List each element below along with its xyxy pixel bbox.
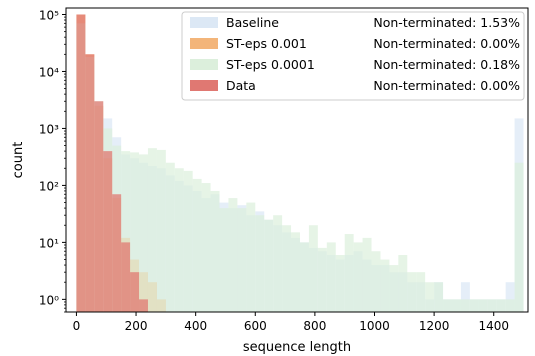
bar-st-eps-0-0001 [192, 178, 202, 312]
legend-swatch [190, 59, 218, 70]
bar-st-eps-0-0001 [130, 152, 140, 312]
bar-st-eps-0-0001 [380, 259, 390, 312]
bar-data [103, 151, 113, 312]
bar-st-eps-0-0001 [210, 190, 220, 312]
y-tick-label: 10⁰ [39, 293, 59, 307]
y-tick-label: 10² [39, 179, 59, 193]
bar-st-eps-0-0001 [425, 282, 435, 312]
x-tick-label: 600 [244, 319, 267, 333]
y-tick-label: 10³ [39, 122, 59, 136]
legend-series-name: ST-eps 0.001 [226, 36, 307, 51]
legend-series-name: ST-eps 0.0001 [226, 57, 315, 72]
bar-st-eps-0-0001 [246, 202, 256, 312]
bar-data [85, 54, 95, 313]
bar-st-eps-0-0001 [335, 255, 345, 312]
bar-st-eps-0-0001 [398, 255, 408, 312]
bar-st-eps-0-0001 [317, 247, 327, 312]
bar-st-eps-0-0001 [237, 208, 247, 312]
bar-st-eps-0-0001 [165, 162, 175, 312]
x-tick-label: 0 [73, 319, 81, 333]
y-axis-label: count [11, 142, 26, 179]
bar-st-eps-0-0001 [371, 251, 381, 312]
bar-st-eps-0-0001 [174, 168, 184, 312]
legend-swatch [190, 38, 218, 49]
bar-st-eps-0-0001 [183, 170, 193, 312]
legend-series-name: Baseline [226, 15, 279, 30]
legend-series-value: Non-terminated: 0.00% [373, 78, 520, 93]
bar-st-eps-0-0001 [505, 299, 515, 312]
bar-st-eps-0-0001 [362, 237, 372, 312]
bar-st-eps-0-0001 [469, 299, 479, 312]
x-tick-label: 1200 [419, 319, 450, 333]
y-tick-label: 10¹ [39, 236, 59, 250]
x-tick-label: 800 [303, 319, 326, 333]
bar-st-eps-0-0001 [514, 162, 524, 312]
plot-bars [76, 14, 524, 313]
bar-st-eps-0-0001 [326, 242, 336, 312]
y-tick-label: 10⁵ [39, 8, 59, 22]
bar-st-eps-0-0001 [434, 282, 444, 312]
bar-st-eps-0-0001 [201, 183, 211, 312]
bar-st-eps-0-0001 [255, 215, 265, 312]
bar-st-eps-0-0001 [282, 225, 292, 312]
bar-st-eps-0-0001 [156, 149, 166, 312]
bar-st-eps-0-0001 [264, 219, 274, 312]
bar-baseline [505, 282, 515, 312]
bar-data [121, 242, 131, 312]
plot-frame [65, 7, 529, 313]
legend-box [181, 11, 525, 101]
bar-st-eps-0-0001 [478, 299, 488, 312]
legend-series-value: Non-terminated: 0.18% [373, 57, 520, 72]
legend-series-value: Non-terminated: 1.53% [373, 15, 520, 30]
legend-series-name: Data [226, 78, 256, 93]
bar-st-eps-0-0001 [407, 272, 417, 312]
x-tick-label: 400 [184, 319, 207, 333]
bar-st-eps-0-0001 [308, 225, 318, 312]
bar-data [139, 299, 148, 312]
bar-st-eps-0-0001 [291, 232, 300, 312]
y-axis: 10⁰ 10¹ 10² 10³ 10⁴ 10⁵ [39, 8, 66, 313]
bar-st-eps-0-0001 [443, 299, 452, 312]
bar-st-eps-0-0001 [228, 198, 238, 312]
bar-st-eps-0-0001 [344, 234, 354, 312]
bar-data [94, 101, 104, 313]
y-tick-label: 10⁴ [39, 65, 59, 79]
legend-series-value: Non-terminated: 0.00% [373, 36, 520, 51]
bar-st-eps-0-0001 [460, 299, 470, 312]
x-tick-label: 1400 [478, 319, 509, 333]
bar-st-eps-0-0001 [496, 299, 506, 312]
bar-st-eps-0-0001 [451, 299, 461, 312]
bar-st-eps-0-0001 [219, 208, 229, 312]
legend-swatch [190, 17, 218, 28]
bar-st-eps-0-0001 [299, 242, 309, 312]
bar-st-eps-0-0001 [273, 215, 283, 312]
x-axis: 0 200 400 600 800 1000 1200 1400 [73, 312, 509, 333]
legend-swatch [190, 80, 218, 91]
bar-baseline [460, 282, 470, 312]
bar-st-eps-0-0001 [121, 151, 131, 312]
bar-st-eps-0-0001 [139, 154, 148, 312]
bar-st-eps-0-0001 [353, 242, 363, 312]
x-tick-label: 1000 [359, 319, 390, 333]
bar-st-eps-0-0001 [416, 272, 426, 312]
bar-data [76, 14, 86, 312]
bar-st-eps-0-0001 [147, 148, 157, 312]
x-axis-label: sequence length [243, 340, 351, 355]
bar-st-eps-0-0001 [487, 299, 497, 312]
bar-st-eps-0-0001 [389, 265, 399, 312]
legend: Baseline Non-terminated: 1.53% ST-eps 0.00… [181, 11, 525, 101]
bar-data [112, 194, 122, 312]
x-tick-label: 200 [125, 319, 148, 333]
bar-data [130, 272, 140, 312]
